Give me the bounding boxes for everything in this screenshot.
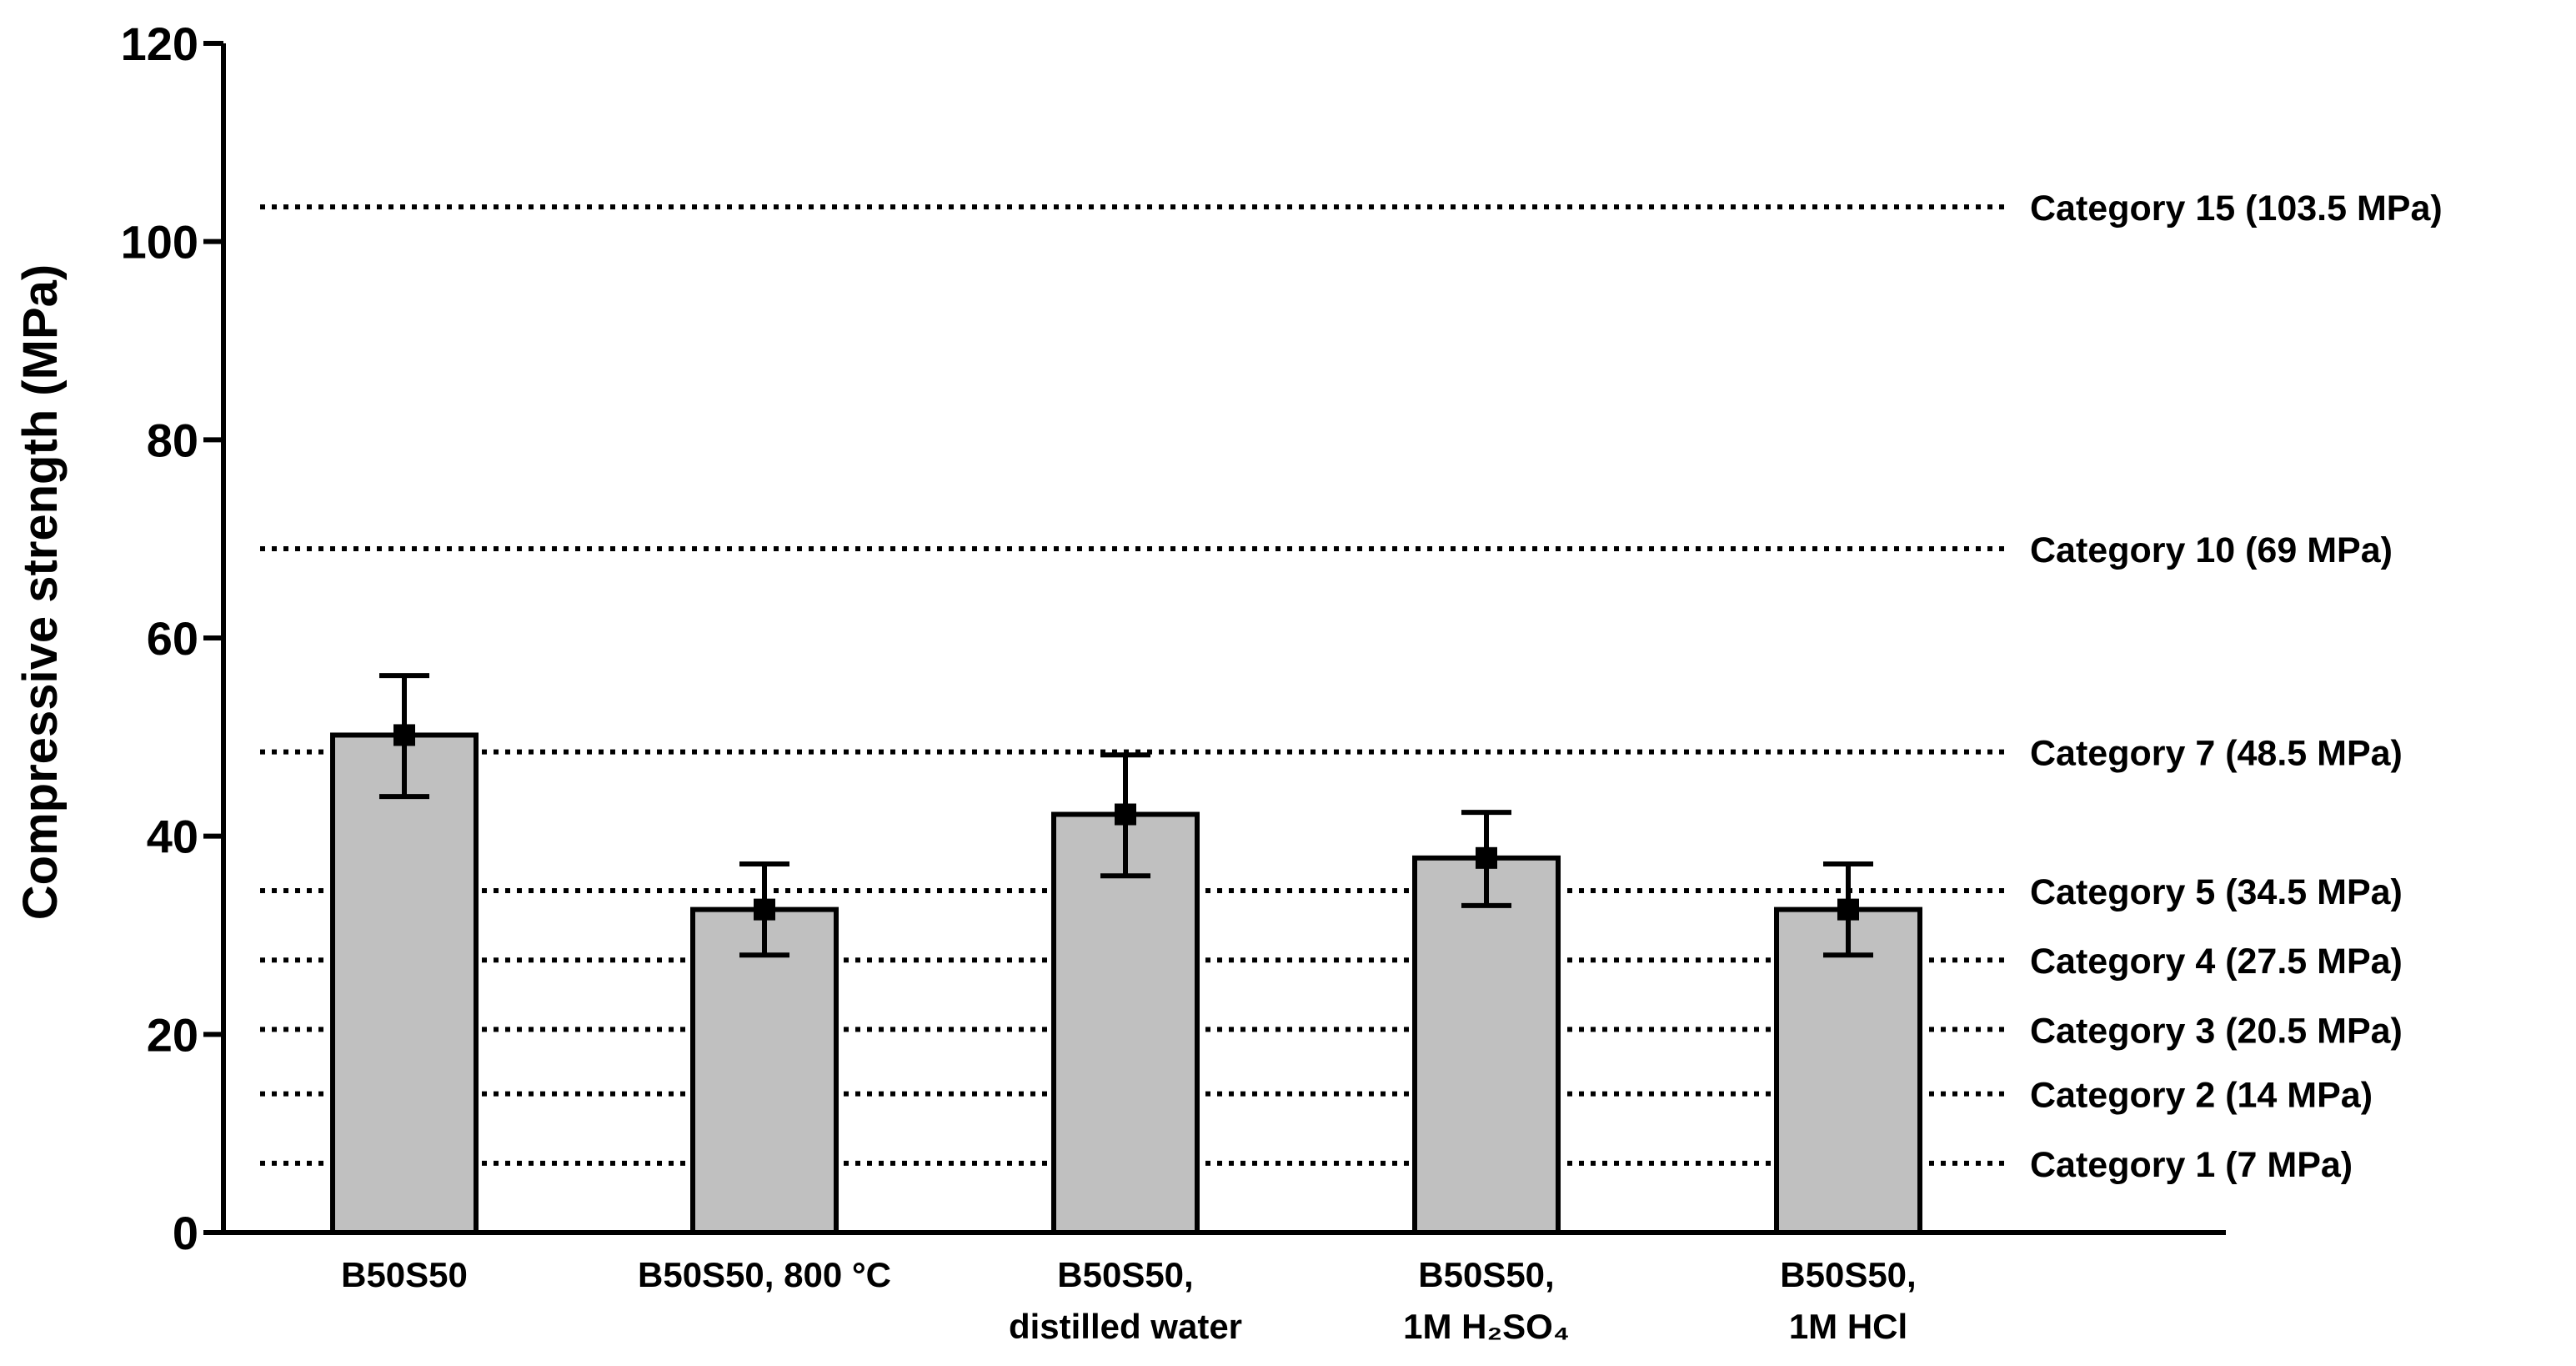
y-tick-label: 40 [147,811,198,863]
mean-marker [754,898,775,921]
reference-line-label: Category 7 (48.5 MPa) [2030,734,2403,774]
bar [690,906,839,1236]
bar [1774,906,1922,1236]
reference-line-label: Category 10 (69 MPa) [2030,530,2393,570]
y-axis: 0 20 40 60 80 100 120 [121,18,226,1259]
x-tick-label: B50S50, 800 °C [638,1255,891,1294]
mean-marker [1115,803,1136,826]
y-tick-label: 0 [173,1207,198,1259]
mean-marker [1837,898,1859,921]
x-axis: B50S50 B50S50, 800 °C B50S50, distilled wat… [221,1230,2226,1346]
error-bars [379,673,1873,958]
y-tick-label: 100 [121,216,198,269]
x-tick-label: B50S50, [1780,1255,1916,1294]
x-tick-label-line2: 1M H₂SO₄ [1403,1307,1570,1346]
y-axis-title: Compressive strength (MPa) [13,264,68,920]
bar [1412,855,1561,1236]
y-tick-label: 20 [147,1008,198,1061]
reference-line-label: Category 5 (34.5 MPa) [2030,872,2403,912]
y-tick-label: 120 [121,18,198,70]
reference-line-label: Category 15 (103.5 MPa) [2030,188,2443,229]
x-tick-label: B50S50 [341,1255,468,1294]
y-tick-label: 80 [147,414,198,466]
reference-line-label: Category 4 (27.5 MPa) [2030,942,2403,982]
x-tick-label: B50S50, [1057,1255,1193,1294]
reference-line-label: Category 1 (7 MPa) [2030,1145,2353,1185]
mean-marker [1476,846,1497,869]
y-tick-label: 60 [147,612,198,665]
x-tick-label: B50S50, [1418,1255,1554,1294]
x-tick-label-line2: 1M HCl [1789,1307,1907,1346]
x-tick-label-line2: distilled water [1009,1307,1242,1346]
mean-marker [393,724,415,746]
reference-lines: Category 15 (103.5 MPa) Category 10 (69 M… [260,188,2443,1185]
reference-line-label: Category 2 (14 MPa) [2030,1076,2373,1116]
bar [330,732,479,1235]
reference-line-label: Category 3 (20.5 MPa) [2030,1011,2403,1051]
